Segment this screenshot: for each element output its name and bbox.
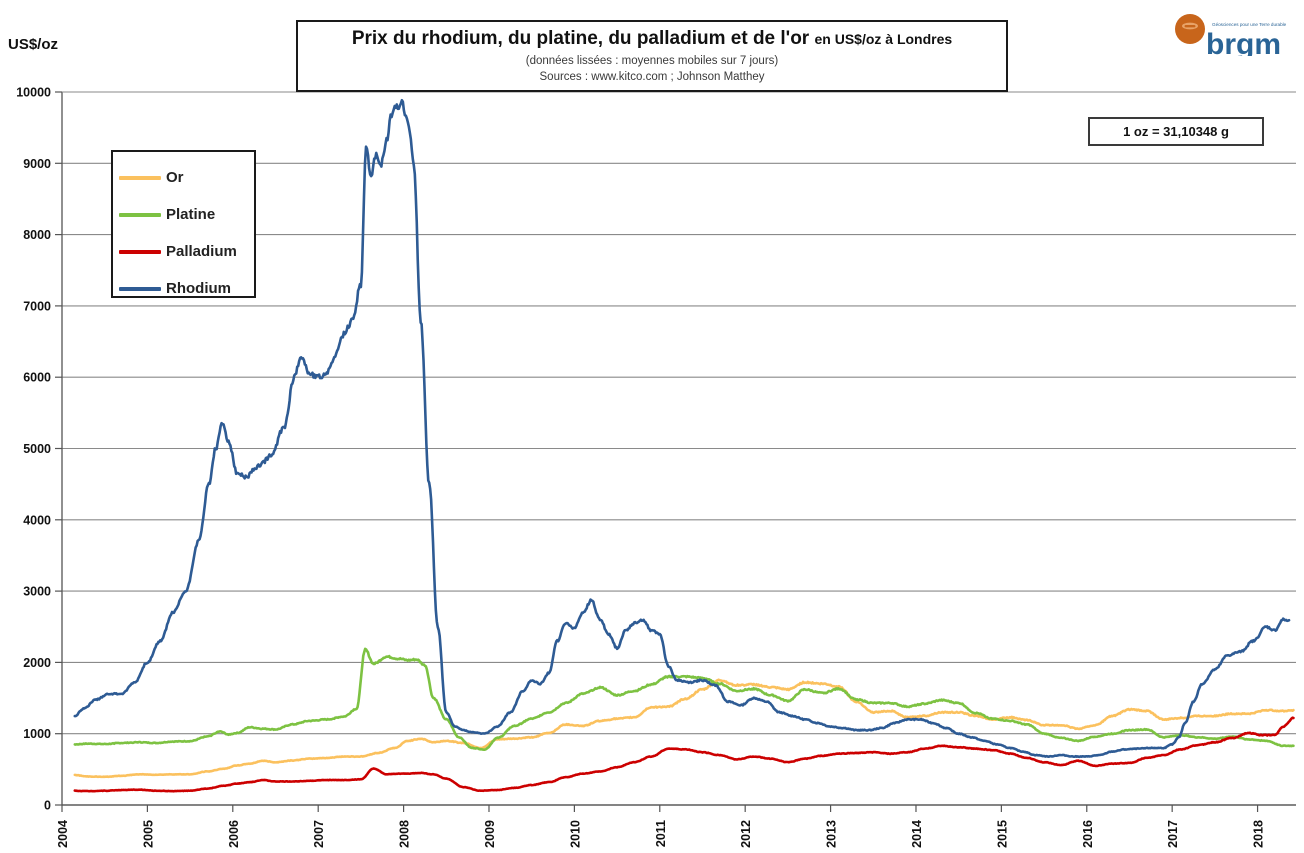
- data-series-layer: [73, 98, 1295, 793]
- y-tick-label: 9000: [23, 157, 51, 171]
- x-tick-label: 2011: [654, 820, 668, 847]
- x-axis-ticks: 2004 2005 2006 2007 2008 2009 2010 2011 2012 2013…: [56, 805, 1266, 848]
- y-tick-label: 6000: [23, 371, 51, 385]
- chart-title-unit-text: en US$/oz à Londres: [814, 31, 953, 47]
- conversion-note-text: 1 oz = 31,10348 g: [1123, 124, 1229, 139]
- y-tick-label: 0: [44, 799, 51, 813]
- series-line-or: [73, 678, 1295, 779]
- legend-label-or: Or: [166, 169, 184, 186]
- y-tick-label: 2000: [23, 656, 51, 670]
- chart-subtitle-sources: Sources : www.kitco.com ; Johnson Matthe…: [539, 71, 765, 83]
- legend-label-platine: Platine: [166, 206, 216, 223]
- y-axis-unit-label: US$/oz: [8, 36, 59, 53]
- chart-legend: Or Platine Palladium Rhodium: [111, 150, 256, 298]
- brgm-logo: brgm Géosciences pour une Terre durable: [1168, 10, 1296, 61]
- x-tick-label: 2013: [825, 820, 839, 848]
- x-tick-label: 2008: [398, 820, 412, 848]
- y-tick-label: 1000: [23, 727, 51, 741]
- legend-swatch-platine: [119, 212, 161, 217]
- series-line-platine: [73, 647, 1295, 751]
- legend-item-or: Or: [119, 159, 254, 196]
- series-line-palladium: [73, 716, 1295, 793]
- x-tick-label: 2005: [141, 820, 155, 848]
- x-tick-label: 2004: [56, 820, 70, 848]
- legend-label-rhodium: Rhodium: [166, 280, 231, 297]
- x-tick-label: 2014: [910, 820, 924, 848]
- y-tick-label: 7000: [23, 299, 51, 313]
- legend-swatch-rhodium: [119, 286, 161, 291]
- chart-title: Prix du rhodium, du platine, du palladiu…: [298, 27, 1006, 51]
- x-tick-label: 2012: [739, 820, 753, 848]
- legend-item-platine: Platine: [119, 196, 254, 233]
- legend-item-rhodium: Rhodium: [119, 270, 254, 307]
- series-line-rhodium: [73, 98, 1291, 759]
- chart-title-box: Prix du rhodium, du platine, du palladiu…: [296, 20, 1008, 92]
- x-tick-label: 2017: [1166, 820, 1180, 848]
- x-tick-label: 2015: [995, 820, 1009, 848]
- legend-item-palladium: Palladium: [119, 233, 254, 270]
- chart-title-main-text: Prix du rhodium, du platine, du palladiu…: [351, 28, 810, 49]
- y-tick-label: 4000: [23, 513, 51, 527]
- legend-swatch-palladium: [119, 249, 161, 254]
- brgm-logo-circle-icon: [1175, 14, 1205, 44]
- brgm-tagline: Géosciences pour une Terre durable: [1212, 22, 1287, 27]
- legend-swatch-or: [119, 175, 161, 180]
- x-tick-label: 2006: [227, 820, 241, 848]
- axis-frame: [61, 91, 1296, 806]
- chart-subtitle-smoothing: (données lissées : moyennes mobiles sur …: [525, 55, 779, 67]
- x-tick-label: 2018: [1252, 820, 1266, 848]
- brgm-wordmark: brgm: [1206, 28, 1281, 56]
- y-axis-ticks: 0 1000 2000 3000 4000 5000 6000 7000 8000 9000 100…: [16, 86, 51, 813]
- y-tick-label: 5000: [23, 442, 51, 456]
- conversion-note-box: 1 oz = 31,10348 g: [1088, 117, 1264, 146]
- x-tick-label: 2010: [568, 820, 582, 848]
- x-tick-label: 2007: [312, 820, 326, 848]
- legend-label-palladium: Palladium: [166, 243, 237, 260]
- x-tick-label: 2009: [483, 820, 497, 848]
- y-tick-label: 3000: [23, 585, 51, 599]
- y-tick-label: 10000: [16, 86, 51, 100]
- x-tick-label: 2016: [1081, 820, 1095, 848]
- y-tick-label: 8000: [23, 228, 51, 242]
